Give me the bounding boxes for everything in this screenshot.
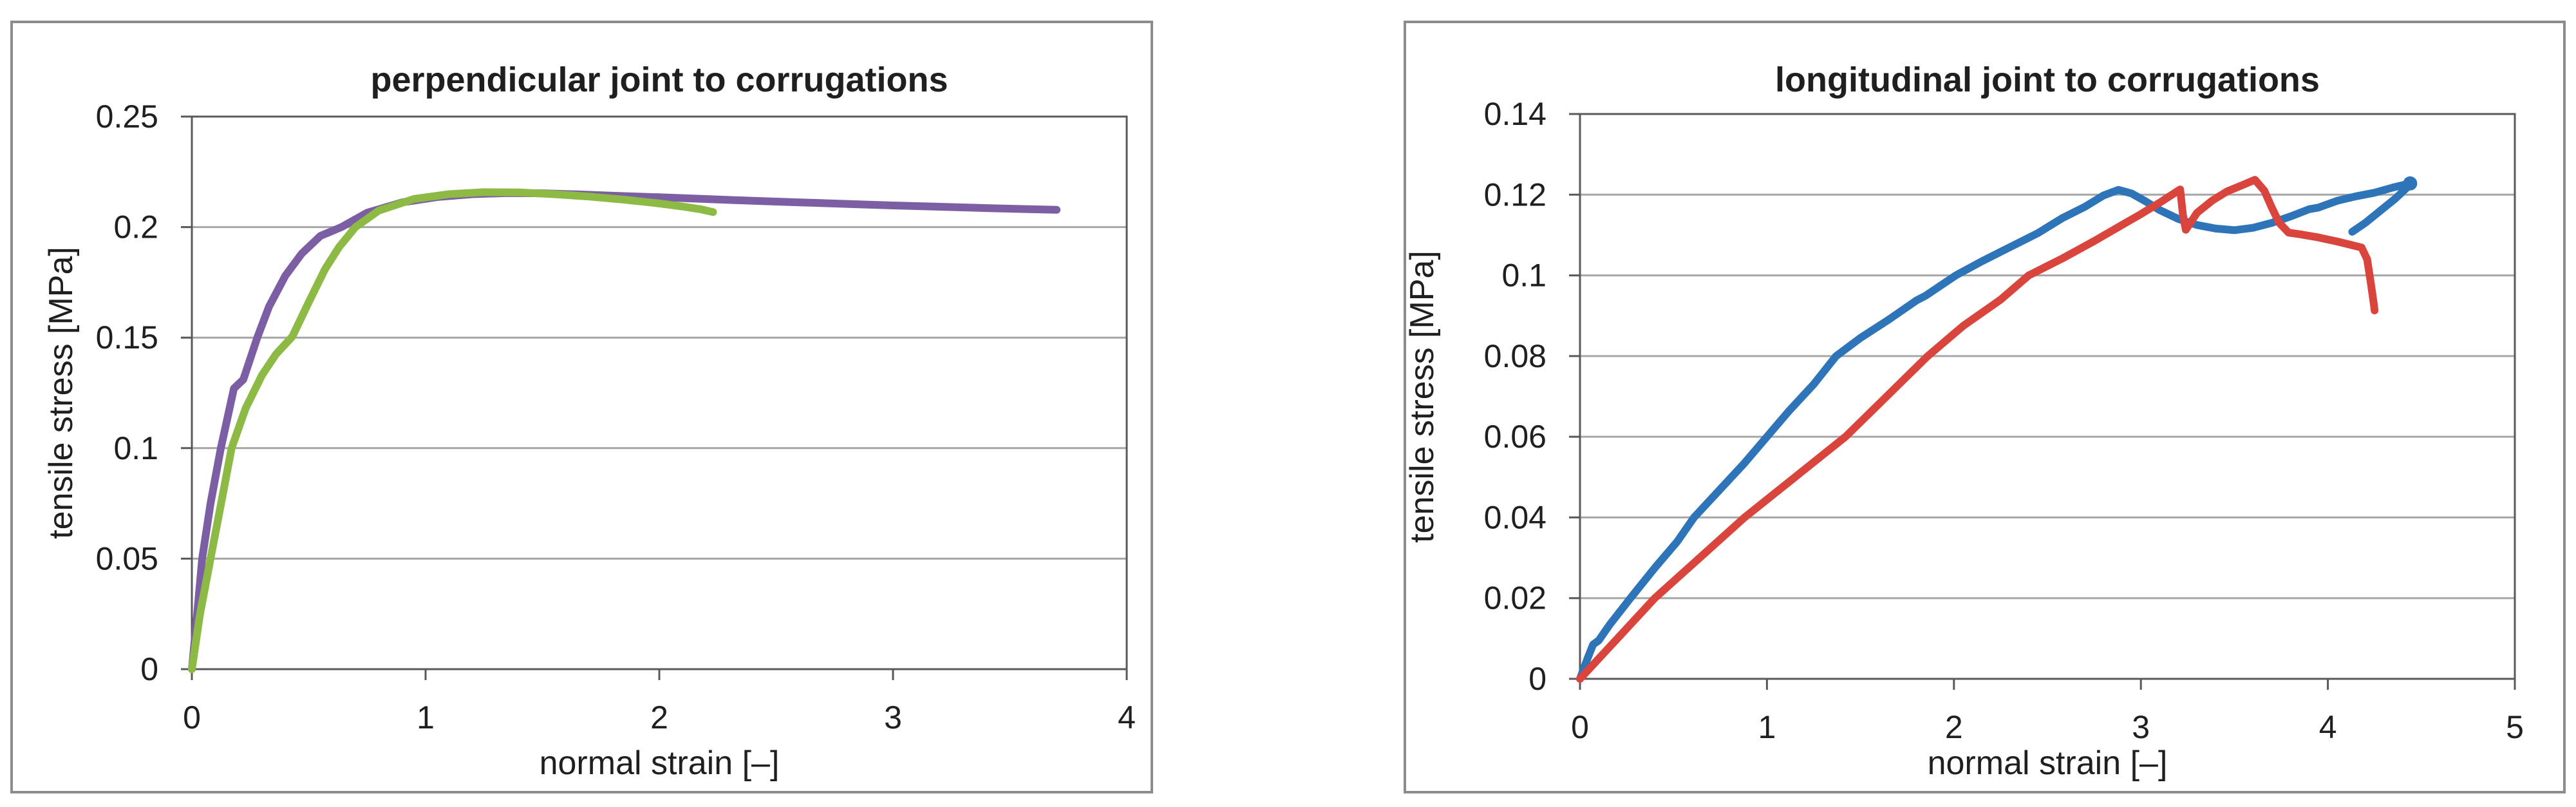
y-tick-label: 0.1 xyxy=(113,430,158,466)
x-axis-label: normal strain [–] xyxy=(1928,745,2168,782)
y-tick-label: 0.15 xyxy=(96,319,158,356)
y-tick-label: 0.14 xyxy=(1484,96,1547,132)
blue-curve xyxy=(1576,179,2414,683)
x-tick-label: 1 xyxy=(1758,709,1776,745)
y-tick-label: 0 xyxy=(140,651,158,687)
y-tick-label: 0.12 xyxy=(1484,176,1547,213)
y-axis-label: tensile stress [MPa] xyxy=(42,247,80,539)
y-axis-label: tensile stress [MPa] xyxy=(1404,251,1441,543)
y-tick-label: 0.02 xyxy=(1484,580,1547,616)
y-tick-label: 0.04 xyxy=(1484,499,1547,535)
chart-title: longitudinal joint to corrugations xyxy=(1775,61,2320,99)
purple-curve xyxy=(188,189,1061,673)
red-curve xyxy=(1576,176,2379,683)
x-axis-label: normal strain [–] xyxy=(540,745,780,782)
green-curve xyxy=(188,188,717,673)
y-tick-label: 0 xyxy=(1528,661,1547,697)
blue-curve xyxy=(2348,180,2414,236)
y-tick-label: 0.08 xyxy=(1484,338,1547,374)
x-tick-label: 0 xyxy=(1571,709,1589,745)
plot-area-perpendicular: 0 1 2 3 4 0 0.05 0.1 0.15 0.2 0.25 xyxy=(96,99,1136,736)
y-tick-label: 0.05 xyxy=(96,540,158,576)
x-tick-label: 3 xyxy=(2132,709,2150,745)
chart-title: perpendicular joint to corrugations xyxy=(370,61,948,99)
chart-panel-longitudinal: 0 1 2 3 4 5 0 0.02 0.04 0.06 0.08 0.1 0.12 0.14 longi… xyxy=(1404,21,2566,793)
y-tick-label: 0.25 xyxy=(96,99,158,135)
x-tick-label: 3 xyxy=(884,699,902,736)
x-tick-label: 5 xyxy=(2506,709,2524,745)
blue-curve-end-dot xyxy=(2403,176,2418,191)
y-tick-label: 0.06 xyxy=(1484,419,1547,455)
x-tick-label: 2 xyxy=(1945,709,1963,745)
chart-panel-perpendicular: 0 1 2 3 4 0 0.05 0.1 0.15 0.2 0.25 perpendicular j… xyxy=(10,21,1153,793)
x-tick-label: 1 xyxy=(417,699,435,736)
x-tick-label: 4 xyxy=(1118,699,1136,736)
plot-frame xyxy=(1579,113,2516,680)
x-tick-label: 2 xyxy=(650,699,668,736)
plot-area-longitudinal: 0 1 2 3 4 5 0 0.02 0.04 0.06 0.08 0.1 0.12 0.14 xyxy=(1484,96,2524,745)
x-tick-label: 4 xyxy=(2319,709,2337,745)
y-tick-label: 0.1 xyxy=(1501,258,1547,294)
y-tick-label: 0.2 xyxy=(113,209,158,245)
x-tick-label: 0 xyxy=(183,699,201,736)
